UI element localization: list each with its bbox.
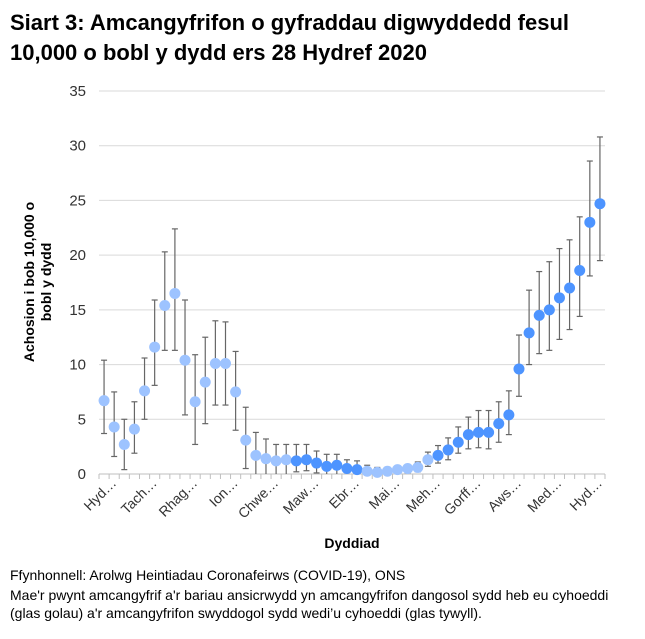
source-note: Ffynhonnell: Arolwg Heintiadau Coronafei… xyxy=(10,567,406,583)
data-point-official xyxy=(432,449,444,461)
data-point-provisional xyxy=(422,454,434,466)
data-point-provisional xyxy=(139,385,151,397)
data-point-provisional xyxy=(128,423,140,435)
data-point-official xyxy=(462,429,474,441)
data-point-official xyxy=(584,216,596,228)
data-point-provisional xyxy=(209,357,221,369)
data-point-provisional xyxy=(280,454,292,466)
y-tick-label: 5 xyxy=(78,411,86,428)
data-point-official xyxy=(533,309,545,321)
y-tick-label: 30 xyxy=(69,138,86,155)
data-point-provisional xyxy=(118,438,130,450)
y-tick-label: 35 xyxy=(69,83,86,100)
x-tick-label: Ebr… xyxy=(326,475,363,512)
data-point-provisional xyxy=(230,386,242,398)
x-tick-label: Hyd… xyxy=(566,475,605,514)
x-tick-label: Aws… xyxy=(484,475,524,515)
x-tick-label: Gorff… xyxy=(441,475,484,518)
data-point-provisional xyxy=(220,357,231,369)
y-tick-label: 10 xyxy=(69,357,86,374)
data-point-provisional xyxy=(98,395,110,407)
data-point-provisional xyxy=(412,461,424,473)
data-point-provisional xyxy=(169,287,181,299)
data-point-provisional xyxy=(149,341,161,353)
data-point-provisional xyxy=(402,463,414,475)
data-point-official xyxy=(331,459,343,471)
y-tick-label: 25 xyxy=(69,192,86,209)
data-point-official xyxy=(553,292,565,304)
data-point-official xyxy=(473,426,484,438)
data-point-provisional xyxy=(189,396,201,408)
data-point-official xyxy=(543,304,555,316)
data-point-provisional xyxy=(179,354,191,366)
x-tick-label: Tach… xyxy=(118,475,160,517)
x-tick-label: Rhag… xyxy=(155,475,200,520)
data-point-provisional xyxy=(240,434,252,446)
data-point-official xyxy=(523,327,535,339)
data-point-official xyxy=(341,463,353,475)
y-tick-label: 0 xyxy=(78,466,86,483)
chart-title: Siart 3: Amcangyfrifon o gyfraddau digwy… xyxy=(10,10,570,65)
data-point-official xyxy=(574,264,586,276)
data-point-provisional xyxy=(392,464,404,476)
explanation-note: Mae'r pwynt amcangyfrif a'r bariau ansic… xyxy=(10,587,609,621)
x-tick-label: Med… xyxy=(524,475,564,515)
data-point-official xyxy=(493,418,505,430)
data-point-official xyxy=(503,409,515,421)
data-point-official xyxy=(442,444,454,456)
data-point-official xyxy=(564,282,576,294)
data-point-provisional xyxy=(199,376,211,388)
data-point-official xyxy=(452,436,464,448)
data-point-provisional xyxy=(108,421,120,433)
x-tick-label: Ion… xyxy=(206,475,241,510)
x-tick-label: Chwe… xyxy=(235,475,282,522)
data-point-official xyxy=(483,426,495,438)
x-tick-label: Hyd… xyxy=(80,475,119,514)
data-point-provisional xyxy=(270,455,282,467)
x-axis-label: Dyddiad xyxy=(324,535,379,551)
x-tick-label: Meh… xyxy=(403,475,443,515)
data-point-provisional xyxy=(381,465,393,477)
data-point-provisional xyxy=(371,466,383,478)
x-tick-label: Maw… xyxy=(280,475,322,517)
x-tick-label: Mai… xyxy=(365,475,402,512)
data-point-official xyxy=(594,198,606,210)
data-point-official xyxy=(300,454,312,466)
data-point-official xyxy=(321,460,333,472)
data-point-official xyxy=(290,455,302,467)
data-point-official xyxy=(311,457,323,469)
data-point-official xyxy=(513,363,525,375)
data-point-provisional xyxy=(361,465,373,477)
data-point-provisional xyxy=(250,449,262,461)
y-tick-label: 15 xyxy=(69,302,86,319)
data-point-provisional xyxy=(159,299,171,311)
data-point-official xyxy=(351,464,363,476)
y-axis-label: Achosion i bob 10,000 obobl y dydd xyxy=(21,202,54,362)
data-point-provisional xyxy=(260,453,272,465)
y-tick-label: 20 xyxy=(69,247,86,264)
